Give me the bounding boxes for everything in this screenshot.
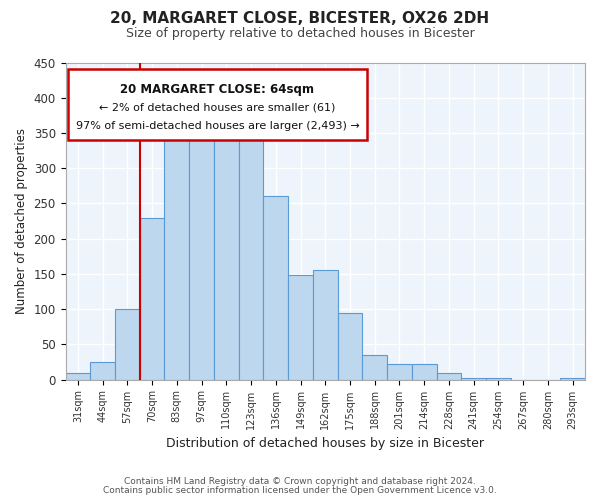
Text: ← 2% of detached houses are smaller (61): ← 2% of detached houses are smaller (61) [99, 102, 335, 112]
Bar [214, 116, 239, 380]
Bar [412, 364, 437, 380]
Bar [338, 312, 362, 380]
X-axis label: Distribution of detached houses by size in Bicester: Distribution of detached houses by size … [166, 437, 484, 450]
Bar [288, 276, 313, 380]
Bar [189, 119, 214, 380]
Bar [486, 378, 511, 380]
Text: Contains public sector information licensed under the Open Government Licence v3: Contains public sector information licen… [103, 486, 497, 495]
Text: 20 MARGARET CLOSE: 64sqm: 20 MARGARET CLOSE: 64sqm [121, 83, 314, 96]
Bar [387, 364, 412, 380]
Bar [313, 270, 338, 380]
Bar [239, 130, 263, 380]
Bar [140, 218, 164, 380]
Bar [362, 355, 387, 380]
Bar [263, 196, 288, 380]
Bar [164, 122, 189, 380]
Bar [115, 309, 140, 380]
Bar [461, 378, 486, 380]
Y-axis label: Number of detached properties: Number of detached properties [15, 128, 28, 314]
Text: Contains HM Land Registry data © Crown copyright and database right 2024.: Contains HM Land Registry data © Crown c… [124, 478, 476, 486]
Text: 20, MARGARET CLOSE, BICESTER, OX26 2DH: 20, MARGARET CLOSE, BICESTER, OX26 2DH [110, 11, 490, 26]
Bar [65, 372, 90, 380]
Bar [560, 378, 585, 380]
Text: Size of property relative to detached houses in Bicester: Size of property relative to detached ho… [125, 28, 475, 40]
Text: 97% of semi-detached houses are larger (2,493) →: 97% of semi-detached houses are larger (… [76, 121, 359, 131]
Bar [90, 362, 115, 380]
Bar [437, 372, 461, 380]
FancyBboxPatch shape [68, 69, 367, 140]
